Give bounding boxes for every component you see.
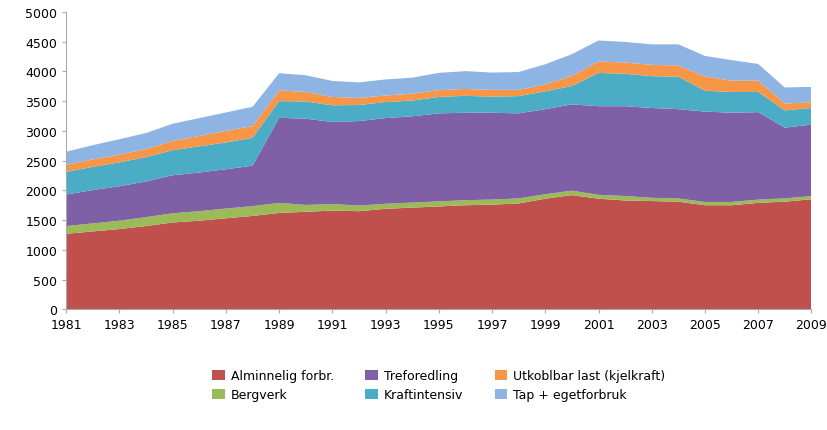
Legend: Alminnelig forbr., Bergverk, Treforedling, Kraftintensiv, Utkoblbar last (kjelkr: Alminnelig forbr., Bergverk, Treforedlin… (212, 369, 665, 402)
